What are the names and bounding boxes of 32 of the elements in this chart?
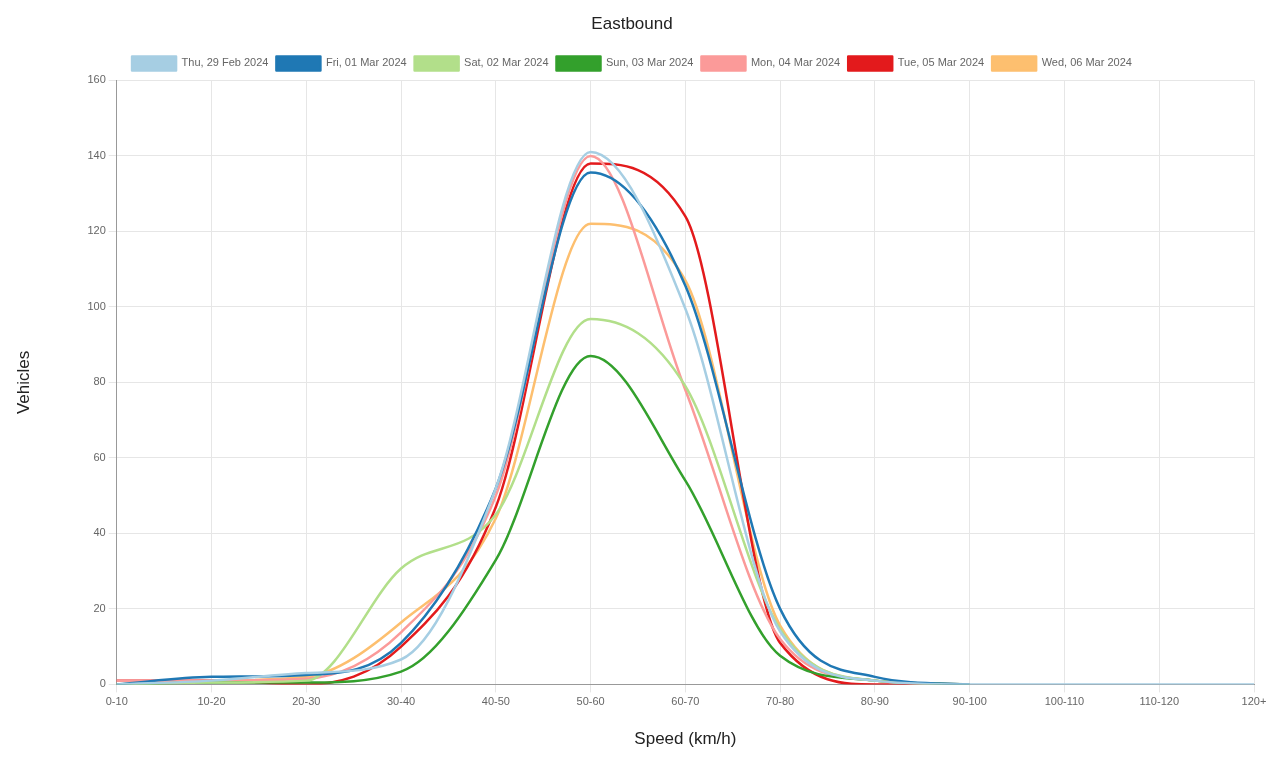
legend-label: Sun, 03 Mar 2024 [606,56,694,69]
x-tick-label: 100-110 [1044,695,1085,708]
y-tick-label: 60 [93,450,106,463]
legend-label: Thu, 29 Feb 2024 [181,56,269,69]
y-tick-label: 0 [99,677,106,690]
y-tick-label: 160 [87,73,106,86]
chart-title: Eastbound [591,13,673,33]
x-tick-label: 70-80 [766,695,795,708]
y-tick-label: 140 [87,148,106,161]
x-tick-label: 90-100 [952,695,987,708]
legend-label: Tue, 05 Mar 2024 [897,56,985,69]
x-tick-label: 110-120 [1139,695,1180,708]
x-tick-label: 40-50 [481,695,510,708]
x-tick-label: 60-70 [671,695,700,708]
y-tick-label: 120 [87,224,106,237]
legend-label: Fri, 01 Mar 2024 [325,56,407,69]
y-axis-title: Vehicles [13,350,33,415]
legend-label: Mon, 04 Mar 2024 [750,56,841,69]
x-tick-label: 30-40 [386,695,416,708]
x-tick-label: 50-60 [576,695,605,708]
legend-label: Wed, 06 Mar 2024 [1041,56,1132,69]
y-tick-label: 20 [93,601,106,614]
x-tick-label: 120+ [1241,695,1267,708]
legend-label: Sat, 02 Mar 2024 [464,56,549,69]
x-tick-label: 80-90 [860,695,889,708]
x-tick-label: 0-10 [105,695,128,708]
x-axis-title: Speed (km/h) [634,729,737,749]
y-tick-label: 100 [87,299,106,312]
x-tick-label: 20-30 [292,695,321,708]
x-tick-label: 10-20 [197,695,226,708]
y-tick-label: 40 [93,526,106,539]
y-tick-label: 80 [93,375,106,388]
